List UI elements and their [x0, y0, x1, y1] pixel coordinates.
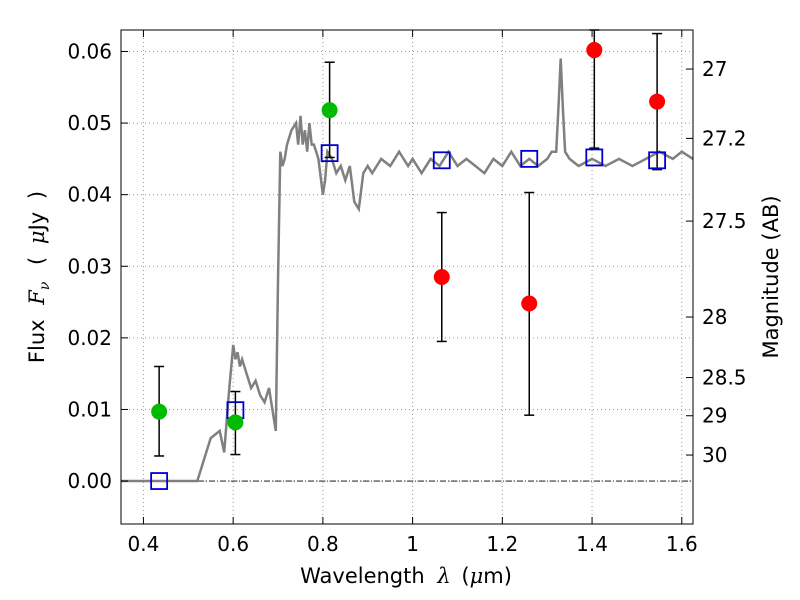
detection-point	[151, 403, 168, 420]
model-square-marker	[150, 472, 169, 490]
x-tick-label: 1	[406, 532, 419, 556]
y-axis-unit-rest: Jy	[25, 212, 49, 233]
y2-tick-label: 29	[702, 404, 727, 428]
y2-tick-label: 27.5	[702, 209, 747, 233]
y-axis-unit-mu: μ	[25, 230, 49, 244]
y2-axis-title: Magnitude (AB)	[759, 195, 783, 358]
model-square-marker	[648, 151, 667, 170]
y2-tick-label: 30	[702, 443, 727, 467]
model-square-marker	[585, 148, 604, 167]
error-bars	[154, 29, 663, 457]
measurement-point	[586, 42, 603, 59]
x-tick-label: 0.6	[217, 532, 249, 556]
x-axis-unit-rest: m)	[483, 564, 512, 588]
measurement-point	[433, 269, 450, 285]
measurement-point	[521, 295, 538, 312]
y-axis-flux-subscript: ν	[37, 281, 53, 290]
y-axis-unit-open: (	[25, 257, 49, 265]
plot-frame	[120, 29, 694, 525]
model-square-marker	[320, 144, 339, 163]
x-axis-unit-mu: μ	[470, 564, 484, 588]
y-tick-label: 0.03	[67, 254, 112, 278]
data-points	[150, 42, 667, 490]
x-tick-label: 1.2	[486, 532, 518, 556]
x-axis-unit-open: (	[461, 564, 469, 588]
y2-tick-label: 27.2	[702, 126, 747, 150]
axis-ticks: 0.4 0.6 0.8 1 1.2 1.4 1.6 0.00 0.01 0.02 0.03 0.04 0…	[67, 30, 747, 556]
detection-point	[227, 414, 244, 431]
y2-tick-label: 27	[702, 57, 727, 81]
y-tick-label: 0.06	[67, 39, 112, 63]
x-tick-label: 0.4	[128, 532, 160, 556]
detection-point	[321, 102, 338, 119]
y2-tick-label: 28	[702, 305, 727, 329]
y-tick-label: 0.01	[67, 397, 112, 421]
x-tick-label: 1.6	[666, 532, 698, 556]
model-square-marker	[432, 151, 451, 170]
y-tick-label: 0.02	[67, 326, 112, 350]
model-square-marker	[520, 149, 539, 168]
y-tick-label: 0.04	[67, 183, 112, 207]
y2-tick-label: 28.5	[702, 366, 747, 390]
y-axis-title: Flux Fν ( μJy )	[25, 191, 54, 363]
x-axis-lambda-symbol: λ	[436, 564, 450, 588]
x-axis-title-text: Wavelength	[300, 564, 425, 588]
y-axis-title-text: Flux	[25, 319, 49, 363]
measurement-point	[649, 93, 666, 110]
y-axis-flux-symbol: F	[25, 289, 49, 306]
y-tick-label: 0.05	[67, 111, 112, 135]
x-axis-title: Wavelength λ (μm)	[300, 564, 512, 588]
template-spectrum-line	[121, 58, 694, 483]
x-tick-label: 1.4	[576, 532, 608, 556]
y-tick-label: 0.00	[67, 469, 112, 493]
x-tick-label: 0.8	[307, 532, 339, 556]
y-axis-unit-close: )	[25, 191, 49, 199]
